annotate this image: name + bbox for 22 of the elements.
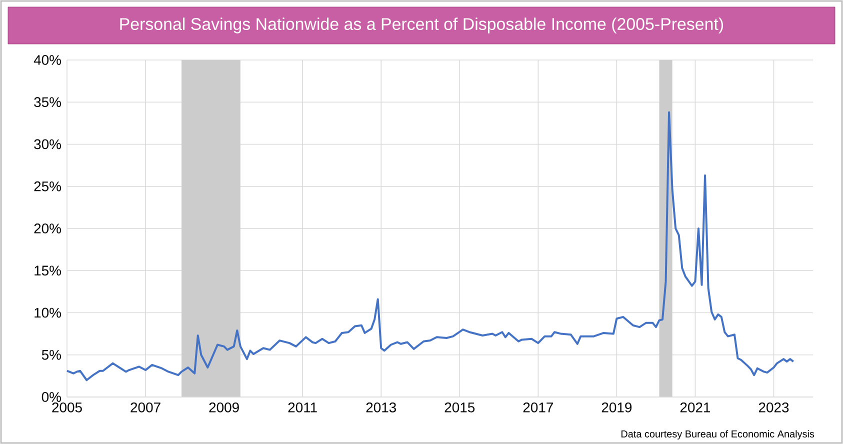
y-tick-label: 35%	[34, 97, 61, 108]
y-tick-label: 10%	[34, 308, 61, 318]
x-tick-label: 2017	[523, 402, 553, 412]
y-tick-label: 15%	[34, 266, 61, 276]
text: Data courtesy Bureau of Economic Analysis	[621, 430, 814, 440]
chart-title: Personal Savings Nationwide as a Percent of Disposable Income (2005-Present)	[120, 18, 724, 34]
x-tick-label: 2011	[288, 402, 317, 412]
y-tick-label: 40%	[34, 55, 61, 65]
y-tick-label: 30%	[34, 139, 61, 150]
line-series	[66, 111, 794, 382]
x-tick-label: 2009	[209, 402, 239, 412]
x-tick-label: 2007	[130, 402, 160, 412]
x-tick-label: 2023	[758, 402, 789, 412]
x-tick-label: 2019	[602, 402, 632, 412]
x-tick-label: 2021	[680, 402, 710, 412]
x-tick-label: 2013	[366, 402, 396, 412]
y-tick-label: 20%	[34, 224, 61, 234]
x-tick-label: 2015	[444, 402, 475, 412]
x-tick-label: 2005	[52, 402, 82, 412]
y-tick-label: 25%	[34, 181, 61, 192]
y-tick-label: 5%	[42, 350, 61, 360]
y-tick-label: 0%	[42, 392, 61, 402]
